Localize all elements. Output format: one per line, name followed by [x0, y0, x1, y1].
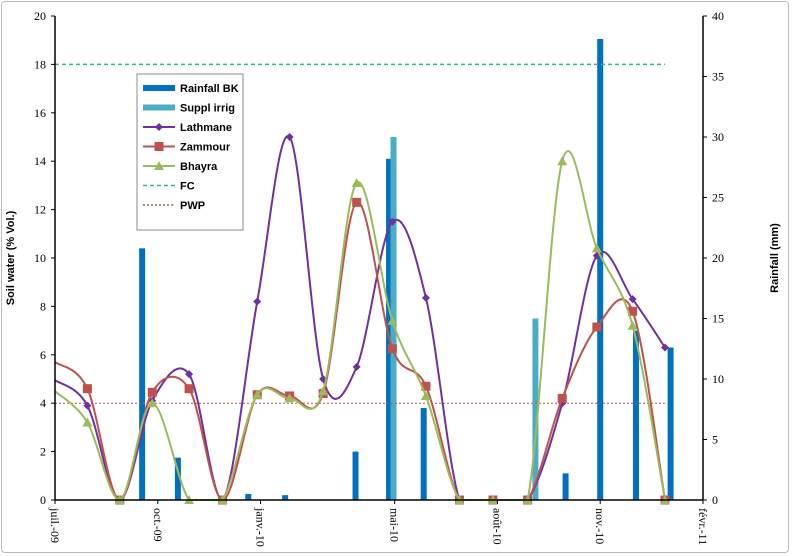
legend: Rainfall BK Suppl irrig Lathmane Zammour Bha… [136, 73, 244, 231]
point-zammour [147, 387, 157, 397]
legend-label: PWP [180, 200, 205, 212]
y2-tick-label: 25 [712, 191, 724, 205]
y-tick-label: 20 [34, 9, 46, 23]
bar-rainfall-bk [245, 493, 252, 500]
y2-tick-label: 35 [712, 70, 724, 84]
legend-item-fc: FC [143, 181, 195, 193]
point-zammour [592, 322, 602, 332]
x-tick-label: août-10 [490, 508, 504, 545]
y2-axis-title: Rainfall (mm) [769, 223, 781, 293]
point-zammour [352, 197, 362, 207]
point-lathmane [185, 370, 194, 379]
legend-marker [154, 142, 164, 151]
legend-item-suppl-irrig: Suppl irrig [143, 103, 235, 115]
y-tick-label: 12 [34, 203, 46, 217]
y-tick-label: 4 [40, 396, 46, 410]
legend-box [136, 73, 244, 231]
y-tick-label: 2 [40, 445, 46, 459]
x-tick-label: févr.-11 [696, 508, 710, 545]
axes: 0 2 4 6 8 10 12 14 16 18 20 0 5 10 15 20 25 30 35 40 juil.-0… [34, 9, 724, 547]
bar-rainfall-bk [352, 451, 359, 500]
legend-label: Zammour [180, 142, 231, 154]
legend-label: Lathmane [180, 122, 232, 134]
point-bhayra [284, 393, 295, 403]
y2-tick-label: 10 [712, 372, 724, 386]
x-tick-label: janv.-10 [254, 507, 268, 547]
bar-rainfall-bk [386, 158, 393, 500]
series-layer [54, 133, 671, 505]
point-lathmane [285, 133, 294, 141]
point-zammour [628, 306, 638, 316]
point-bhayra [627, 320, 638, 330]
bar-rainfall-bk [667, 347, 674, 500]
legend-label: Rainfall BK [180, 83, 239, 95]
point-lathmane [83, 401, 92, 410]
point-bhayra [557, 156, 568, 166]
point-lathmane [388, 217, 397, 226]
y2-tick-label: 15 [712, 312, 724, 326]
point-zammour [421, 381, 431, 391]
y-tick-label: 10 [34, 251, 46, 265]
x-tick-label: juil.-09 [48, 507, 62, 543]
y2-tick-label: 0 [712, 493, 718, 507]
point-lathmane [253, 297, 262, 306]
legend-item-pwp: PWP [143, 200, 205, 212]
point-zammour [387, 344, 397, 354]
point-bhayra [318, 386, 329, 396]
bar-rainfall-bk [597, 38, 604, 501]
point-lathmane [661, 343, 670, 352]
y-tick-label: 14 [34, 154, 46, 168]
bar-rainfall-bk [139, 248, 146, 500]
legend-item-rainfall-bk: Rainfall BK [143, 83, 239, 95]
point-zammour [184, 384, 194, 394]
y-tick-label: 16 [34, 106, 46, 120]
point-bhayra [591, 243, 602, 253]
series-line-lathmane [54, 135, 666, 502]
y-tick-label: 6 [40, 348, 46, 362]
bar-rainfall-bk [632, 330, 639, 500]
legend-marker [155, 123, 163, 131]
bar-rainfall-bk [282, 495, 289, 500]
x-tick-label: nov.-10 [593, 508, 607, 544]
point-zammour [557, 393, 567, 403]
point-lathmane [421, 293, 430, 302]
legend-label: Bhayra [180, 161, 218, 173]
point-lathmane [352, 362, 361, 371]
point-bhayra [387, 315, 398, 325]
legend-marker [154, 161, 164, 170]
y2-tick-label: 30 [712, 130, 724, 144]
y-tick-label: 18 [34, 57, 46, 71]
y2-tick-label: 40 [712, 9, 724, 23]
bar-rainfall-bk [420, 408, 427, 500]
series-line-bhayra [54, 150, 666, 502]
point-zammour [82, 384, 92, 394]
point-bhayra [252, 389, 263, 399]
point-bhayra [420, 390, 431, 400]
legend-label: FC [180, 181, 195, 193]
bar-rainfall-bk [562, 473, 569, 500]
point-bhayra [147, 398, 158, 408]
y2-tick-label: 5 [712, 433, 718, 447]
point-bhayra [82, 417, 93, 427]
legend-item-zammour: Zammour [143, 142, 231, 154]
bar-rainfall-bk [174, 457, 181, 500]
y-axis-title: Soil water (% Vol.) [5, 210, 17, 305]
legend-item-bhayra: Bhayra [143, 161, 218, 173]
x-tick-label: oct.-09 [151, 508, 165, 542]
x-tick-label: mai-10 [388, 508, 402, 542]
y-tick-label: 8 [40, 299, 46, 313]
point-lathmane [628, 295, 637, 304]
legend-swatch [143, 104, 175, 111]
legend-item-lathmane: Lathmane [143, 122, 232, 134]
y-tick-label: 0 [40, 493, 46, 507]
point-bhayra [351, 177, 362, 187]
bar-suppl-irrig [532, 318, 539, 500]
y2-tick-label: 20 [712, 251, 724, 265]
legend-label: Suppl irrig [180, 103, 235, 115]
legend-swatch [143, 85, 175, 91]
